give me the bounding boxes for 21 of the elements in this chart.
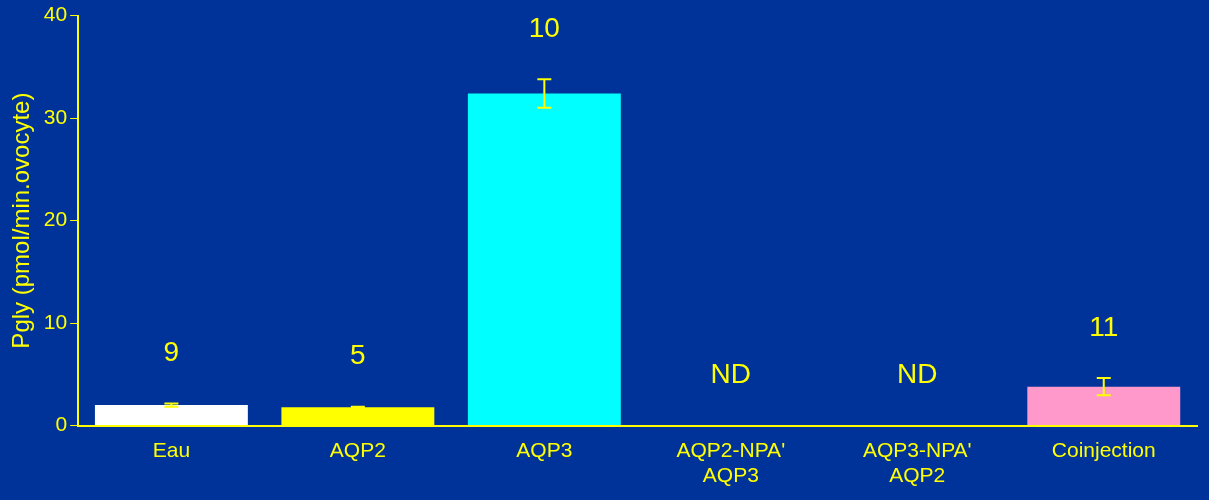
annotation: 10 [528, 11, 560, 43]
y-tick-label: 10 [43, 309, 68, 333]
annotation: ND [897, 358, 938, 390]
bar [1027, 386, 1181, 426]
bar [94, 405, 248, 426]
y-tick-label: 0 [55, 412, 68, 436]
x-tick-label: Coinjection [1051, 438, 1156, 461]
y-tick-label: 40 [43, 2, 68, 26]
x-tick-label: AQP3 [516, 438, 573, 461]
x-tick-label: AQP2-NPA' AQP3 [676, 438, 786, 487]
bar [467, 93, 621, 426]
x-tick-label: Eau [152, 438, 191, 461]
annotation: 9 [163, 336, 180, 368]
y-axis-title: Pgly (pmol/min.ovocyte) [7, 92, 35, 349]
x-tick-label: AQP3-NPA' AQP2 [862, 438, 972, 487]
annotation: 5 [350, 339, 366, 371]
y-tick-label: 20 [43, 207, 68, 231]
x-tick-label: AQP2 [329, 438, 386, 461]
annotation: ND [710, 358, 752, 390]
annotation: 11 [1089, 310, 1119, 342]
y-tick-label: 30 [43, 104, 68, 128]
